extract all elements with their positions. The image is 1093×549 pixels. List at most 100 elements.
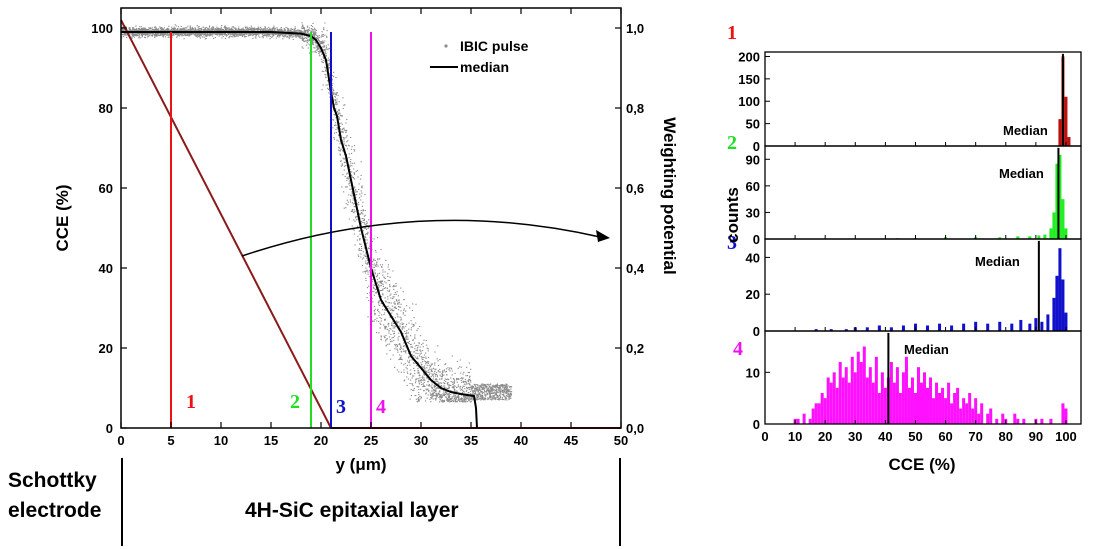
histogram-bar <box>901 372 905 424</box>
histogram-bar <box>910 377 914 424</box>
histogram-bar <box>814 403 818 424</box>
histogram-bar <box>926 325 930 331</box>
histogram-bar <box>959 408 963 424</box>
histogram-bar <box>947 382 951 424</box>
hist-x-tick-label: 90 <box>1029 429 1043 444</box>
histogram-bar <box>883 387 887 424</box>
histogram-bar <box>1022 418 1026 424</box>
histogram-bar <box>974 321 978 331</box>
histogram-bar <box>868 367 872 424</box>
histogram-bar <box>829 382 833 424</box>
histogram-bar <box>923 372 927 424</box>
histogram-bar <box>1061 279 1065 331</box>
hist-x-tick-label: 30 <box>848 429 862 444</box>
histogram-bar <box>907 387 911 424</box>
histogram-bar <box>1013 413 1017 424</box>
histogram-bar <box>1067 137 1071 146</box>
histogram-bar <box>1016 236 1020 239</box>
y-tick-label: 10 <box>746 365 760 380</box>
histogram-bar <box>844 329 848 331</box>
y2-tick-label: 0,8 <box>626 101 644 116</box>
histogram-bar <box>859 362 863 424</box>
histogram-bar <box>968 393 972 424</box>
histogram-bar <box>856 351 860 424</box>
y-tick-label: 100 <box>738 94 760 109</box>
histogram-bar <box>847 382 851 424</box>
median-label-3: Median <box>975 254 1020 269</box>
x-tick-label: 35 <box>464 433 478 448</box>
panel-number-1: 1 <box>727 22 737 44</box>
histogram-bar <box>980 403 984 424</box>
legend-scatter-label: IBIC pulse <box>460 38 529 54</box>
arrow-head <box>596 230 610 242</box>
histogram-bar <box>874 356 878 424</box>
histogram-bar <box>935 382 939 424</box>
y-tick-label: 20 <box>99 341 113 356</box>
histogram-bar <box>1019 319 1023 331</box>
histogram-bar <box>904 356 908 424</box>
histogram-bar <box>1040 321 1044 331</box>
y-tick-label: 0 <box>753 417 760 432</box>
histogram-bar <box>880 372 884 424</box>
histogram-bar <box>1058 154 1062 239</box>
schottky-label-line1: Schottky <box>8 469 97 492</box>
cursor-label-4: 4 <box>376 396 386 418</box>
y-tick-label: 50 <box>746 117 760 132</box>
histogram-bar <box>892 382 896 424</box>
schottky-label-line2: electrode <box>8 499 101 522</box>
x-tick-label: 45 <box>564 433 578 448</box>
y-tick-label: 150 <box>738 72 760 87</box>
histogram-bar <box>865 377 869 424</box>
y2-tick-label: 0,6 <box>626 181 644 196</box>
legend-median-label: median <box>460 59 509 75</box>
histogram-bar <box>998 237 1002 239</box>
histogram-panel-2: Median 0 30 60 90 2 <box>727 132 1082 247</box>
histogram-bar <box>977 413 981 424</box>
histogram-bar <box>877 393 881 424</box>
hist-x-tick-label: 20 <box>818 429 832 444</box>
histogram-bar <box>938 323 942 331</box>
cursor-label-2: 2 <box>290 391 300 413</box>
histogram-bar <box>953 393 957 424</box>
histogram-bar <box>950 325 954 331</box>
histogram-bar <box>938 393 942 424</box>
histogram-bar <box>832 372 836 424</box>
histogram-bar <box>1064 312 1068 331</box>
histogram-bar <box>850 356 854 424</box>
annotation-arrow <box>241 219 601 257</box>
panel-frame-4 <box>764 330 1082 425</box>
histogram-bar <box>889 362 893 424</box>
x-axis-label: y (μm) <box>335 455 386 474</box>
y-tick-label: 0 <box>753 324 760 339</box>
x-tick-label: 30 <box>414 433 428 448</box>
panel-number-4: 4 <box>733 338 743 360</box>
y-axis-label: CCE (%) <box>53 184 72 251</box>
histogram-bar <box>962 398 966 424</box>
panel-frame-3 <box>764 238 1082 332</box>
histogram-bar <box>1043 234 1047 239</box>
hist-x-tick-label: 50 <box>908 429 922 444</box>
histogram-bar <box>974 398 978 424</box>
main-plot: 1 2 3 40 5 10 15 20 25 30 35 40 45 500204060801000,00… <box>53 7 679 474</box>
layer-label: 4H-SiC epitaxial layer <box>245 499 459 522</box>
histogram-bar <box>926 387 930 424</box>
histogram-bar <box>862 346 866 424</box>
y-tick-label: 200 <box>738 49 760 64</box>
histogram-bar <box>901 325 905 331</box>
histogram-bar <box>1052 297 1056 331</box>
histogram-bar <box>838 362 842 424</box>
y-tick-label: 0 <box>106 421 113 436</box>
hist-x-tick-label: 100 <box>1055 429 1077 444</box>
histogram-bar <box>1040 418 1044 424</box>
cursor-label-1: 1 <box>186 391 196 413</box>
histogram-bar <box>989 408 993 424</box>
y-tick-label: 0 <box>753 139 760 154</box>
histogram-bar <box>802 413 806 424</box>
histogram-bar <box>1016 418 1020 424</box>
histogram-bar <box>1046 314 1050 331</box>
x-tick-label: 10 <box>214 433 228 448</box>
y2-tick-label: 0,0 <box>626 421 644 436</box>
histogram-bar <box>919 382 923 424</box>
x-tick-label: 15 <box>264 433 278 448</box>
